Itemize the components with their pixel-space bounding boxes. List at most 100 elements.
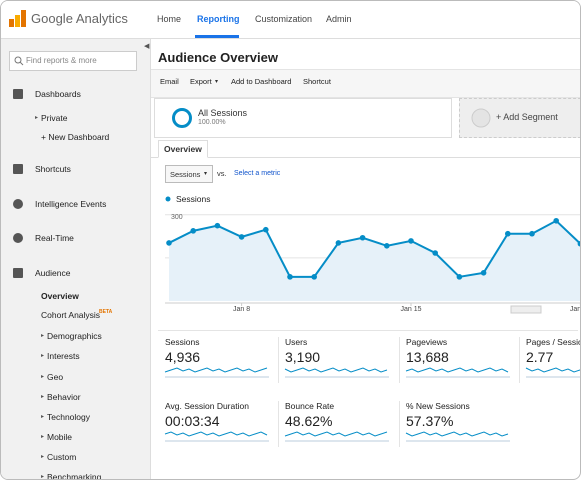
divider: [158, 330, 578, 331]
toolbar: [151, 69, 580, 98]
metric-divider: [399, 337, 400, 383]
metric-select[interactable]: Sessions ▾: [165, 165, 213, 183]
nav-item[interactable]: Home: [157, 14, 182, 24]
select-metric-link[interactable]: Select a metric: [234, 170, 281, 177]
logo-icon: [9, 10, 26, 27]
nav-underline: [195, 35, 239, 38]
sidebar-item[interactable]: Benchmarking: [47, 472, 102, 480]
sidebar: Find reports & more ◀: [1, 39, 151, 479]
sidebar-item[interactable]: Intelligence Events: [35, 199, 107, 209]
metric-label: Pageviews: [406, 337, 448, 347]
point: [287, 274, 293, 280]
beta-badge: BETA: [99, 309, 113, 315]
sidebar-item[interactable]: Interests: [47, 351, 80, 361]
metric-value: 4,936: [165, 349, 201, 365]
sparkline: [164, 367, 268, 373]
export-caret: ▾: [215, 79, 219, 85]
search-box[interactable]: Find reports & more: [9, 51, 137, 71]
metric-select-text: Sessions: [170, 170, 201, 179]
add-segment[interactable]: + Add Segment: [459, 98, 580, 138]
sidebar-icon: [13, 233, 23, 243]
add-segment-text: + Add Segment: [496, 112, 558, 122]
nav-item[interactable]: Customization: [255, 14, 313, 24]
collapse-arrow[interactable]: ◀: [144, 43, 150, 50]
y-tick-label: 300: [171, 214, 183, 221]
toolbar-button[interactable]: Add to Dashboard: [231, 77, 292, 86]
sidebar-arrow: ▸: [41, 434, 45, 440]
point: [214, 222, 221, 229]
legend-dot: [165, 196, 171, 202]
search-icon: [14, 56, 24, 66]
nav-item[interactable]: Reporting: [197, 14, 240, 24]
sidebar-arrow: ▸: [41, 414, 45, 420]
point: [480, 270, 487, 276]
line: [168, 219, 580, 278]
metric-divider: [399, 401, 400, 447]
add-segment-circle: [471, 108, 491, 128]
sparkline: [284, 431, 388, 437]
x-tick-label: Jan 15: [400, 306, 421, 313]
toolbar-button[interactable]: Shortcut: [303, 77, 331, 86]
sidebar-item[interactable]: Shortcuts: [35, 164, 71, 174]
chart-handle: [510, 305, 542, 314]
point: [384, 243, 390, 249]
sidebar-icon: [13, 199, 23, 209]
toolbar-button[interactable]: Export: [190, 77, 212, 86]
vs-text: vs.: [217, 169, 227, 178]
sparkline: [525, 367, 580, 373]
sidebar-item[interactable]: Technology: [47, 412, 91, 422]
sidebar-icon: [13, 164, 23, 174]
metric-label: Pages / Session: [526, 337, 580, 347]
sidebar-item[interactable]: Audience: [35, 268, 71, 278]
sidebar-item[interactable]: Overview: [41, 291, 79, 301]
point: [166, 240, 172, 246]
metric-label: Sessions: [165, 337, 200, 347]
nav-item[interactable]: Admin: [326, 14, 352, 24]
point: [408, 238, 414, 244]
x-tick-label: Jan 8: [233, 306, 250, 313]
toolbar-button[interactable]: Email: [160, 77, 179, 86]
sidebar-item[interactable]: Private: [41, 113, 68, 123]
header: Google Analytics: [1, 1, 580, 39]
point: [529, 230, 535, 237]
metric-value: 2.77: [526, 349, 554, 365]
legend-label: Sessions: [176, 194, 211, 204]
sparkline: [405, 431, 509, 437]
point: [335, 240, 342, 246]
segment-percent: 100.00%: [198, 119, 226, 126]
sidebar-item[interactable]: Demographics: [47, 331, 102, 341]
metric-label: % New Sessions: [406, 401, 470, 411]
segment-box[interactable]: All Sessions 100.00%: [154, 98, 452, 138]
metric-value: 3,190: [285, 349, 321, 365]
point: [263, 226, 269, 233]
sidebar-icon: [13, 268, 23, 278]
metric-value: 48.62%: [285, 413, 333, 429]
metric-value: 57.37%: [406, 413, 454, 429]
tab-line: [151, 157, 580, 158]
sidebar-item[interactable]: + New Dashboard: [41, 132, 110, 142]
sidebar-item[interactable]: Mobile: [47, 432, 73, 442]
sidebar-arrow: ▸: [41, 374, 45, 380]
point: [577, 241, 580, 247]
metric-value: 13,688: [406, 349, 449, 365]
tab[interactable]: Overview: [158, 140, 208, 158]
sidebar-item[interactable]: Dashboards: [35, 89, 81, 99]
sidebar-item[interactable]: Geo: [47, 372, 64, 382]
metric-divider: [519, 337, 520, 383]
sidebar-item[interactable]: Real-Time: [35, 233, 74, 243]
sidebar-item[interactable]: Custom: [47, 452, 77, 462]
sidebar-item[interactable]: Behavior: [47, 392, 81, 402]
sidebar-item[interactable]: Cohort Analysis: [41, 310, 101, 320]
metric-value: 00:03:34: [165, 413, 220, 429]
metric-divider: [278, 337, 279, 383]
point: [311, 274, 318, 280]
sparkline: [164, 431, 268, 437]
sparkline: [284, 367, 388, 373]
sidebar-arrow: ▸: [41, 474, 45, 480]
sidebar-arrow: ▸: [41, 454, 45, 460]
segment-name: All Sessions: [198, 108, 248, 118]
sidebar-icon: [13, 89, 23, 99]
point: [553, 217, 559, 224]
